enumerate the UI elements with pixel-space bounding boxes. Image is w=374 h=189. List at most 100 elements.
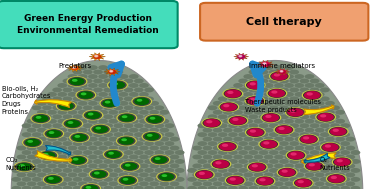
- Circle shape: [286, 150, 307, 161]
- Circle shape: [77, 90, 95, 100]
- Circle shape: [260, 112, 281, 123]
- Circle shape: [293, 178, 314, 188]
- Circle shape: [124, 96, 134, 101]
- Circle shape: [52, 141, 62, 146]
- Circle shape: [119, 155, 128, 160]
- Circle shape: [144, 133, 159, 140]
- Circle shape: [303, 91, 321, 100]
- Circle shape: [228, 123, 238, 128]
- Circle shape: [27, 172, 37, 177]
- Circle shape: [88, 146, 98, 150]
- Circle shape: [315, 128, 325, 133]
- Circle shape: [305, 155, 315, 160]
- Circle shape: [219, 143, 236, 151]
- Circle shape: [269, 132, 279, 137]
- Circle shape: [228, 168, 238, 173]
- Text: Green Energy Production
Environmental Remediation: Green Energy Production Environmental Re…: [17, 14, 159, 35]
- Circle shape: [68, 137, 77, 142]
- Circle shape: [37, 128, 47, 133]
- Circle shape: [264, 65, 273, 70]
- Circle shape: [162, 174, 167, 177]
- Circle shape: [300, 186, 309, 189]
- Circle shape: [58, 163, 67, 168]
- Circle shape: [105, 101, 110, 104]
- Circle shape: [108, 101, 118, 106]
- Circle shape: [325, 163, 335, 168]
- Circle shape: [103, 70, 113, 74]
- Circle shape: [248, 162, 266, 172]
- Circle shape: [83, 177, 93, 182]
- Circle shape: [154, 150, 164, 155]
- Circle shape: [67, 76, 88, 87]
- Circle shape: [139, 155, 149, 160]
- Circle shape: [37, 119, 47, 124]
- Circle shape: [238, 150, 248, 155]
- Circle shape: [52, 177, 62, 182]
- Circle shape: [269, 159, 279, 164]
- Circle shape: [48, 177, 54, 180]
- Circle shape: [73, 96, 82, 101]
- Circle shape: [46, 130, 61, 137]
- Circle shape: [42, 132, 52, 137]
- Circle shape: [114, 88, 123, 92]
- Circle shape: [149, 137, 159, 142]
- Circle shape: [279, 123, 289, 128]
- Circle shape: [73, 105, 82, 110]
- Circle shape: [124, 114, 134, 119]
- Circle shape: [288, 151, 304, 160]
- Circle shape: [302, 90, 323, 101]
- Circle shape: [271, 72, 288, 80]
- Circle shape: [306, 162, 322, 170]
- Circle shape: [331, 176, 337, 179]
- Circle shape: [315, 181, 325, 186]
- Circle shape: [238, 79, 248, 84]
- Circle shape: [144, 168, 154, 173]
- Circle shape: [196, 170, 212, 179]
- Circle shape: [83, 88, 93, 92]
- Circle shape: [114, 177, 123, 182]
- Circle shape: [269, 88, 279, 92]
- Circle shape: [27, 128, 37, 133]
- Circle shape: [243, 110, 253, 115]
- Circle shape: [144, 150, 154, 155]
- Circle shape: [309, 163, 315, 167]
- Circle shape: [83, 159, 93, 164]
- Circle shape: [289, 177, 299, 182]
- Circle shape: [68, 172, 77, 177]
- Circle shape: [93, 105, 103, 110]
- Circle shape: [119, 163, 128, 168]
- Circle shape: [328, 126, 349, 137]
- Circle shape: [154, 159, 164, 164]
- Circle shape: [134, 105, 144, 110]
- Circle shape: [149, 146, 159, 150]
- Circle shape: [346, 181, 355, 186]
- Circle shape: [58, 155, 67, 160]
- Circle shape: [47, 137, 57, 142]
- Circle shape: [159, 172, 169, 177]
- Circle shape: [27, 146, 37, 150]
- Circle shape: [119, 146, 128, 150]
- Circle shape: [139, 110, 149, 115]
- Circle shape: [300, 132, 309, 137]
- Circle shape: [284, 181, 294, 186]
- Circle shape: [315, 172, 325, 177]
- Circle shape: [129, 74, 139, 79]
- Circle shape: [37, 181, 47, 186]
- Circle shape: [52, 132, 62, 137]
- Circle shape: [325, 119, 335, 124]
- Circle shape: [284, 92, 294, 97]
- Circle shape: [315, 163, 325, 168]
- Circle shape: [330, 159, 340, 164]
- Circle shape: [154, 114, 164, 119]
- Circle shape: [274, 74, 284, 79]
- Circle shape: [269, 114, 279, 119]
- Circle shape: [335, 163, 345, 168]
- Circle shape: [340, 159, 350, 164]
- Circle shape: [279, 79, 289, 84]
- Circle shape: [269, 89, 285, 98]
- Circle shape: [284, 163, 294, 168]
- Circle shape: [137, 99, 142, 102]
- Circle shape: [144, 114, 165, 125]
- Circle shape: [228, 141, 238, 146]
- Circle shape: [157, 172, 176, 181]
